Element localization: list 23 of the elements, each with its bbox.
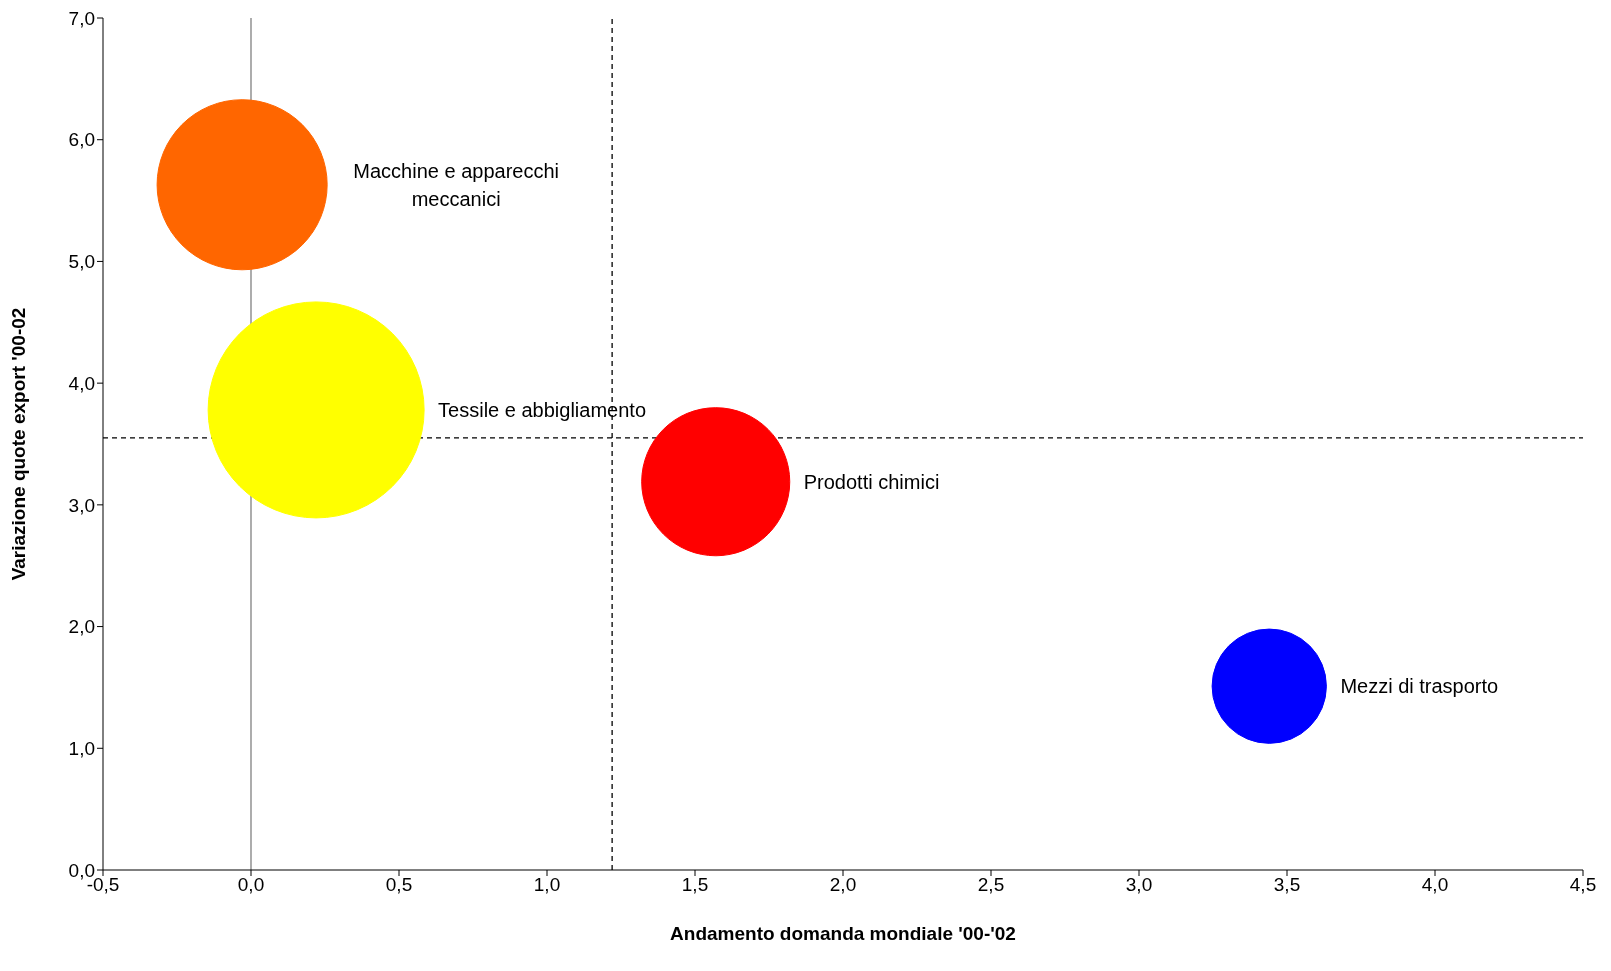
y-axis-title: Variazione quote export '00-02 [7,307,29,581]
x-axis-title: Andamento domanda mondiale '00-'02 [670,923,1016,944]
series-label: Prodotti chimici [803,470,940,493]
x-tick-label: 1,0 [533,874,561,896]
x-tick-label: 2,5 [977,874,1005,896]
series-label: Tessile e abbigliamento [438,398,647,421]
series-label: Mezzi di trasporto [1340,675,1499,698]
y-tick-label: 3,0 [68,494,95,516]
series-label: Macchine e apparecchi meccanici [353,159,559,210]
x-tick-label: 3,5 [1273,874,1301,896]
y-tick-label: 7,0 [68,7,95,29]
y-tick-label: 1,0 [68,738,95,760]
x-tick-label: 4,0 [1421,874,1449,896]
x-tick-label: 0,5 [385,874,413,896]
x-tick-label: 3,0 [1125,874,1153,896]
x-tick-label: 0,0 [237,874,265,896]
y-tick-label: 5,0 [68,251,95,273]
x-tick-label: 2,0 [829,874,857,896]
y-tick-label: 6,0 [68,129,95,151]
y-tick-label: 2,0 [68,616,95,638]
x-tick-label: 1,5 [681,874,709,896]
x-tick-label: 4,5 [1569,874,1597,896]
y-tick-label: 4,0 [68,372,95,394]
